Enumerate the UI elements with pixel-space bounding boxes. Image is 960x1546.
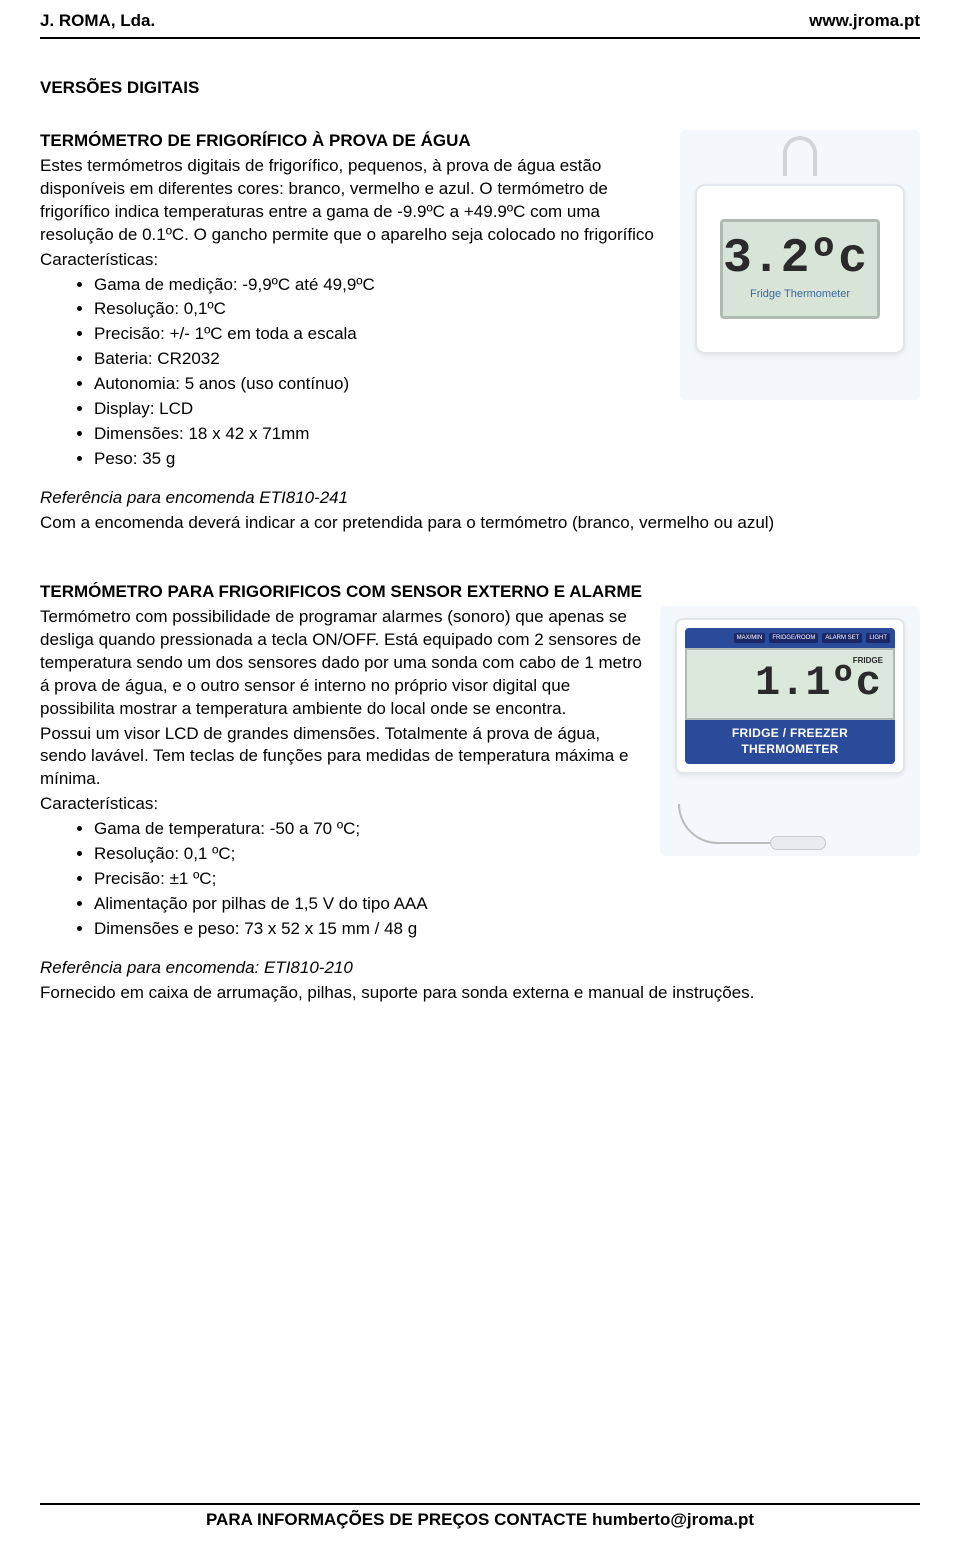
spec-item: Dimensões: 18 x 42 x 71mm	[94, 423, 666, 446]
header-rule	[40, 37, 920, 39]
product1-heading: TERMÓMETRO DE FRIGORÍFICO À PROVA DE ÁGU…	[40, 130, 666, 153]
page-footer: PARA INFORMAÇÕES DE PREÇOS CONTACTE humb…	[0, 1503, 960, 1532]
product-1: TERMÓMETRO DE FRIGORÍFICO À PROVA DE ÁGU…	[40, 130, 920, 535]
spec-item: Precisão: +/- 1ºC em toda a escala	[94, 323, 666, 346]
product2-heading: TERMÓMETRO PARA FRIGORIFICOS COM SENSOR …	[40, 581, 920, 604]
main-content: VERSÕES DIGITAIS TERMÓMETRO DE FRIGORÍFI…	[0, 77, 960, 1005]
device-button: FRIDGE/ROOM	[769, 633, 818, 643]
hook-icon	[783, 136, 817, 176]
fridge-freezer-device: MAX/MIN FRIDGE/ROOM ALARM SET LIGHT FRID…	[675, 618, 905, 774]
website-url: www.jroma.pt	[809, 10, 920, 33]
lcd-label: Fridge Thermometer	[750, 287, 850, 302]
company-name: J. ROMA, Lda.	[40, 10, 155, 33]
lcd-value: 3.2ºc	[723, 235, 867, 283]
product1-specs: Gama de medição: -9,9ºC até 49,9ºC Resol…	[94, 274, 666, 472]
footer-text: PARA INFORMAÇÕES DE PREÇOS CONTACTE humb…	[0, 1509, 960, 1532]
spec-item: Resolução: 0,1 ºC;	[94, 843, 646, 866]
product2-specs: Gama de temperatura: -50 a 70 ºC; Resolu…	[94, 818, 646, 941]
product2-image: MAX/MIN FRIDGE/ROOM ALARM SET LIGHT FRID…	[660, 606, 920, 856]
device-button: MAX/MIN	[734, 633, 766, 643]
product2-description2: Possui um visor LCD de grandes dimensões…	[40, 723, 646, 792]
device2-label: FRIDGE / FREEZER THERMOMETER	[685, 720, 895, 764]
spec-item: Gama de temperatura: -50 a 70 ºC;	[94, 818, 646, 841]
spec-item: Alimentação por pilhas de 1,5 V do tipo …	[94, 893, 646, 916]
product2-char-label: Características:	[40, 793, 646, 816]
device-button: ALARM SET	[822, 633, 862, 643]
probe-tip-icon	[770, 836, 826, 850]
product1-note: Com a encomenda deverá indicar a cor pre…	[40, 512, 920, 535]
lcd-tag: FRIDGE	[853, 656, 883, 667]
product2-reference: Referência para encomenda: ETI810-210	[40, 957, 920, 980]
spec-item: Autonomia: 5 anos (uso contínuo)	[94, 373, 666, 396]
spec-item: Resolução: 0,1ºC	[94, 298, 666, 321]
spec-item: Peso: 35 g	[94, 448, 666, 471]
spec-item: Gama de medição: -9,9ºC até 49,9ºC	[94, 274, 666, 297]
section-title: VERSÕES DIGITAIS	[40, 77, 920, 100]
product1-char-label: Características:	[40, 249, 666, 272]
spec-item: Dimensões e peso: 73 x 52 x 15 mm / 48 g	[94, 918, 646, 941]
product1-reference: Referência para encomenda ETI810-241	[40, 487, 920, 510]
product1-description: Estes termómetros digitais de frigorífic…	[40, 155, 666, 247]
lcd-display: 3.2ºc Fridge Thermometer	[720, 219, 880, 319]
footer-rule	[40, 1503, 920, 1505]
page-header: J. ROMA, Lda. www.jroma.pt	[0, 0, 960, 37]
spec-item: Precisão: ±1 ºC;	[94, 868, 646, 891]
product-2: TERMÓMETRO PARA FRIGORIFICOS COM SENSOR …	[40, 581, 920, 1005]
product2-description: Termómetro com possibilidade de programa…	[40, 606, 646, 721]
device-button-row: MAX/MIN FRIDGE/ROOM ALARM SET LIGHT	[685, 628, 895, 648]
thermometer-body: 3.2ºc Fridge Thermometer	[695, 184, 905, 354]
product1-image: 3.2ºc Fridge Thermometer	[680, 130, 920, 400]
spec-item: Bateria: CR2032	[94, 348, 666, 371]
device-button: LIGHT	[866, 633, 890, 643]
device2-lcd: FRIDGE 1.1ºc	[685, 648, 895, 720]
spec-item: Display: LCD	[94, 398, 666, 421]
product2-note: Fornecido em caixa de arrumação, pilhas,…	[40, 982, 920, 1005]
